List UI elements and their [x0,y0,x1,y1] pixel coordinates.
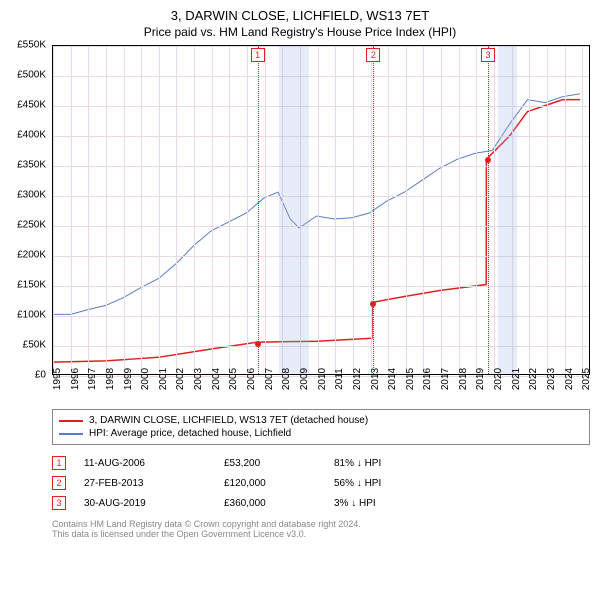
gridline-v [371,46,372,374]
sale-date: 27-FEB-2013 [84,478,224,489]
gridline-v [265,46,266,374]
legend-row: 3, DARWIN CLOSE, LICHFIELD, WS13 7ET (de… [59,414,583,427]
legend-label: 3, DARWIN CLOSE, LICHFIELD, WS13 7ET (de… [89,415,368,426]
sale-index-box: 3 [52,496,66,510]
marker-vline-1 [258,46,259,374]
sale-pct-vs-hpi: 3% ↓ HPI [334,498,434,509]
footer-line-2: This data is licensed under the Open Gov… [52,529,590,539]
y-axis: £0£50K£100K£150K£200K£250K£300K£350K£400… [10,45,50,375]
marker-vline-3 [488,46,489,374]
gridline-v [582,46,583,374]
legend-row: HPI: Average price, detached house, Lich… [59,427,583,440]
sale-price: £360,000 [224,498,334,509]
gridline-v [141,46,142,374]
sale-price: £120,000 [224,478,334,489]
y-tick-label: £300K [17,190,46,201]
sale-pct-vs-hpi: 81% ↓ HPI [334,458,434,469]
gridline-v [335,46,336,374]
sale-pct-vs-hpi: 56% ↓ HPI [334,478,434,489]
sale-date: 30-AUG-2019 [84,498,224,509]
gridline-v [88,46,89,374]
y-tick-label: £100K [17,310,46,321]
gridline-v [406,46,407,374]
marker-box-3: 3 [481,48,495,62]
plot-region: 1 2 3 [52,45,590,375]
gridline-v [176,46,177,374]
gridline-v [423,46,424,374]
recession-shade [498,46,517,374]
marker-box-2: 2 [366,48,380,62]
gridline-v [318,46,319,374]
y-tick-label: £550K [17,40,46,51]
sale-index-box: 2 [52,476,66,490]
gridline-v [212,46,213,374]
y-tick-label: £250K [17,220,46,231]
sales-table: 1 11-AUG-2006£53,20081% ↓ HPI 2 27-FEB-2013… [52,453,590,513]
y-tick-label: £150K [17,280,46,291]
gridline-v [124,46,125,374]
gridline-v [547,46,548,374]
legend-label: HPI: Average price, detached house, Lich… [89,428,291,439]
footer-line-1: Contains HM Land Registry data © Crown c… [52,519,590,529]
gridline-v [247,46,248,374]
marker-vline-2 [373,46,374,374]
chart-area: £0£50K£100K£150K£200K£250K£300K£350K£400… [52,45,590,405]
chart-subtitle: Price paid vs. HM Land Registry's House … [10,25,590,39]
gridline-v [529,46,530,374]
recession-shade [279,46,309,374]
gridline-v [106,46,107,374]
chart-title: 3, DARWIN CLOSE, LICHFIELD, WS13 7ET [10,8,590,23]
gridline-v [388,46,389,374]
y-tick-label: £0 [35,370,46,381]
legend-swatch [59,420,83,422]
gridline-v [159,46,160,374]
sale-row-1: 1 11-AUG-2006£53,20081% ↓ HPI [52,453,590,473]
sale-point-1 [255,341,261,347]
sale-index-box: 1 [52,456,66,470]
y-tick-label: £50K [23,340,46,351]
marker-box-1: 1 [251,48,265,62]
legend: 3, DARWIN CLOSE, LICHFIELD, WS13 7ET (de… [52,409,590,445]
sale-price: £53,200 [224,458,334,469]
sale-point-3 [485,157,491,163]
footer: Contains HM Land Registry data © Crown c… [52,519,590,539]
gridline-v [441,46,442,374]
sale-date: 11-AUG-2006 [84,458,224,469]
gridline-v [476,46,477,374]
chart-container: 3, DARWIN CLOSE, LICHFIELD, WS13 7ET Pri… [0,0,600,549]
gridline-v [71,46,72,374]
y-tick-label: £500K [17,70,46,81]
x-axis: 1995199619971998199920002001200220032004… [52,375,590,405]
gridline-v [494,46,495,374]
sale-row-2: 2 27-FEB-2013£120,00056% ↓ HPI [52,473,590,493]
gridline-v [194,46,195,374]
y-tick-label: £400K [17,130,46,141]
gridline-v [565,46,566,374]
y-tick-label: £450K [17,100,46,111]
legend-swatch [59,433,83,435]
x-tick-label: 2025 [581,368,600,390]
sale-row-3: 3 30-AUG-2019£360,0003% ↓ HPI [52,493,590,513]
sale-point-2 [370,301,376,307]
gridline-v [353,46,354,374]
gridline-v [229,46,230,374]
y-tick-label: £350K [17,160,46,171]
y-tick-label: £200K [17,250,46,261]
gridline-v [459,46,460,374]
gridline-v [53,46,54,374]
